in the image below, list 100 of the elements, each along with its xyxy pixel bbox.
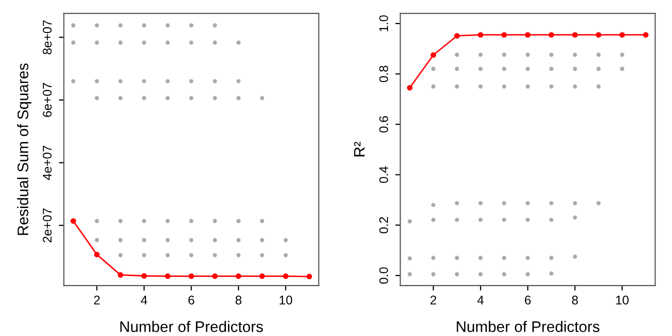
point <box>548 32 554 38</box>
point <box>478 84 483 89</box>
point <box>94 23 99 28</box>
point <box>189 79 194 84</box>
x-tick-label: 8 <box>572 296 578 305</box>
point <box>431 218 436 222</box>
point <box>620 52 624 57</box>
point <box>572 84 578 89</box>
point <box>166 253 170 258</box>
point <box>236 79 241 84</box>
point <box>572 254 578 259</box>
x-tick-label: 10 <box>280 296 292 305</box>
point <box>406 85 413 91</box>
x-tick-label: 4 <box>477 296 484 304</box>
point <box>118 40 123 45</box>
point <box>502 218 506 222</box>
point <box>212 96 217 100</box>
point <box>259 273 265 279</box>
point <box>94 238 99 242</box>
point <box>71 23 76 28</box>
point <box>454 84 460 89</box>
point <box>549 66 554 71</box>
point <box>142 79 146 84</box>
point <box>212 23 217 28</box>
point <box>454 272 460 276</box>
point <box>596 84 601 89</box>
point <box>596 201 601 206</box>
point <box>620 66 624 71</box>
point <box>260 238 264 242</box>
point <box>526 201 530 206</box>
point <box>189 253 194 258</box>
point <box>189 96 194 100</box>
y-tick-label: 0.0 <box>379 267 388 284</box>
y-tick-label: 6e+07 <box>42 83 52 117</box>
x-tick-label: 4 <box>140 296 148 304</box>
point <box>118 272 124 278</box>
y-tick-label: 2e+07 <box>42 208 52 242</box>
point <box>284 238 288 242</box>
y-axis-title: R² <box>354 142 365 156</box>
point <box>142 23 146 28</box>
point <box>526 66 530 71</box>
y-tick-label: 8e+07 <box>42 20 52 54</box>
x-tick-label: 8 <box>236 296 242 305</box>
point <box>596 66 601 71</box>
point <box>454 33 460 39</box>
point <box>526 256 530 260</box>
point <box>166 40 170 45</box>
point <box>454 201 460 206</box>
point <box>212 273 218 279</box>
point <box>166 238 170 242</box>
point <box>166 23 170 28</box>
point <box>118 96 123 100</box>
point <box>501 32 507 38</box>
point <box>549 256 554 260</box>
y-tick-label: 0.6 <box>379 116 388 133</box>
point <box>502 201 506 206</box>
point <box>236 96 241 100</box>
point <box>431 84 436 89</box>
point <box>118 218 123 224</box>
point <box>142 218 146 224</box>
point <box>189 23 194 28</box>
point <box>118 238 123 242</box>
point <box>94 96 99 100</box>
point <box>596 52 601 57</box>
x-axis-title: Number of Predictors <box>120 320 263 332</box>
point <box>572 52 578 57</box>
point <box>260 96 264 100</box>
point <box>71 79 76 84</box>
point <box>212 253 217 258</box>
point <box>70 218 76 224</box>
point <box>526 218 530 222</box>
point <box>282 273 288 279</box>
x-tick-label: 10 <box>616 296 629 305</box>
point <box>284 253 288 258</box>
point <box>431 256 436 260</box>
point <box>549 201 554 206</box>
point <box>572 66 578 71</box>
point <box>166 218 170 224</box>
point <box>260 218 264 224</box>
point <box>619 32 625 38</box>
point <box>212 218 217 224</box>
point <box>549 218 554 222</box>
point <box>306 274 312 280</box>
point <box>642 32 649 38</box>
x-tick-label: 6 <box>524 296 531 305</box>
point <box>236 218 241 224</box>
point <box>572 201 578 206</box>
point <box>502 84 506 89</box>
x-tick-label: 6 <box>188 296 194 305</box>
point <box>431 272 436 276</box>
point <box>549 52 554 57</box>
point <box>212 238 217 242</box>
point <box>478 52 483 57</box>
y-tick-label: 0.2 <box>379 217 388 234</box>
point <box>71 40 76 45</box>
point <box>408 219 412 224</box>
point <box>454 256 460 260</box>
point <box>408 256 412 260</box>
point <box>164 273 170 279</box>
point <box>478 256 483 260</box>
